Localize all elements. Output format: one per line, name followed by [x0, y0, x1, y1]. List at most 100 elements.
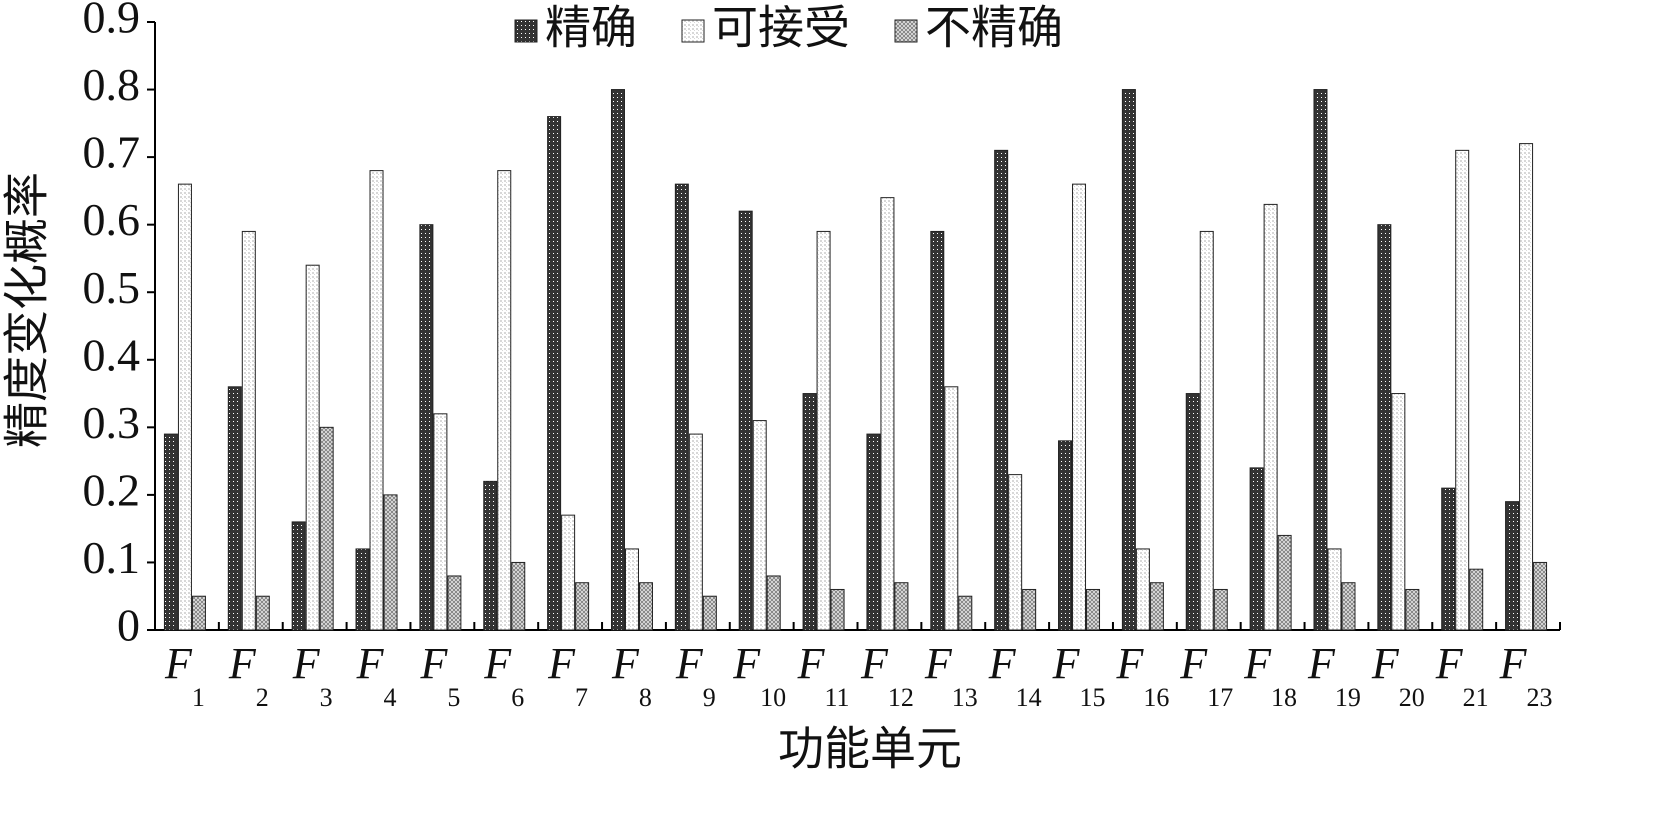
bar: [163, 433, 178, 631]
x-tick-label: F14: [988, 639, 1042, 712]
bar: [688, 433, 703, 631]
x-tick-label: F18: [1243, 639, 1297, 712]
legend-swatch: [894, 19, 918, 43]
x-tick-label: F6: [483, 639, 524, 712]
bar: [638, 582, 653, 631]
x-tick-label: F17: [1179, 639, 1233, 712]
bar: [1185, 393, 1200, 631]
bar: [575, 582, 590, 631]
bar: [305, 264, 320, 631]
bar: [1022, 588, 1037, 631]
bar: [547, 116, 562, 631]
y-axis-label: 精度变化概率: [0, 172, 54, 448]
bar: [944, 386, 959, 631]
bar: [1377, 224, 1392, 631]
bar: [1213, 588, 1228, 631]
bar: [241, 230, 256, 631]
x-tick-label: F13: [924, 639, 978, 712]
x-tick-label: F1: [164, 639, 205, 712]
x-tick-label: F4: [356, 639, 397, 712]
y-tick-label: 0.3: [83, 397, 141, 448]
bar: [227, 386, 242, 631]
x-tick-label: F12: [860, 639, 914, 712]
bar: [1519, 143, 1534, 631]
bar: [880, 197, 895, 631]
bar: [1313, 89, 1328, 631]
bar: [255, 595, 270, 631]
bar: [1469, 568, 1484, 631]
bar: [1008, 474, 1023, 631]
x-tick-label: F7: [547, 639, 588, 712]
bar: [1533, 561, 1548, 631]
y-tick-label: 0: [117, 600, 140, 651]
bar: [866, 433, 881, 631]
bar: [1121, 89, 1136, 631]
bar: [1199, 230, 1214, 631]
bar: [561, 514, 576, 631]
bar: [1086, 588, 1101, 631]
x-tick-label: F2: [228, 639, 269, 712]
bar: [319, 426, 334, 631]
y-tick-label: 0.4: [83, 329, 141, 380]
bar: [1327, 548, 1342, 631]
bar: [291, 521, 306, 631]
bar: [1391, 393, 1406, 631]
bar: [355, 548, 370, 631]
bar: [369, 170, 384, 631]
x-tick-label: F16: [1115, 639, 1169, 712]
y-tick-label: 0.8: [83, 59, 141, 110]
x-tick-label: F15: [1052, 639, 1106, 712]
bar: [738, 210, 753, 631]
x-tick-label: F10: [732, 639, 786, 712]
legend-label: 精确: [545, 1, 637, 55]
y-tick-label: 0.5: [83, 262, 141, 313]
x-tick-label: F3: [292, 639, 333, 712]
bar: [1505, 501, 1520, 631]
bar: [1058, 440, 1073, 631]
x-tick-label: F21: [1435, 639, 1489, 712]
bar: [752, 420, 767, 631]
bar: [419, 224, 434, 631]
legend-label: 可接受: [712, 1, 850, 55]
bar: [383, 494, 398, 631]
bar: [674, 183, 689, 631]
bar: [702, 595, 717, 631]
bar: [930, 230, 945, 631]
bar: [1149, 582, 1164, 631]
x-tick-label: F5: [419, 639, 460, 712]
bar: [1405, 588, 1420, 631]
x-axis-label: 功能单元: [778, 722, 962, 776]
bar: [1249, 467, 1264, 631]
bar: [830, 588, 845, 631]
x-tick-label: F20: [1371, 639, 1425, 712]
bar: [511, 561, 526, 631]
y-tick-label: 0.2: [83, 464, 141, 515]
bar: [1455, 149, 1470, 631]
legend-swatch: [681, 19, 705, 43]
bar: [177, 183, 192, 631]
bar: [483, 480, 498, 631]
bar: [497, 170, 512, 631]
bar: [958, 595, 973, 631]
bar: [994, 149, 1009, 631]
x-tick-label: F8: [611, 639, 652, 712]
bar: [447, 575, 462, 631]
x-tick-label: F11: [797, 639, 850, 712]
legend-swatch: [514, 19, 538, 43]
bar: [191, 595, 206, 631]
bar: [610, 89, 625, 631]
x-tick-label: F23: [1499, 639, 1553, 712]
bar: [766, 575, 781, 631]
legend-label: 不精确: [925, 1, 1063, 55]
bar: [1341, 582, 1356, 631]
bar: [894, 582, 909, 631]
bar: [1277, 534, 1292, 631]
x-tick-label: F19: [1307, 639, 1361, 712]
y-tick-label: 0.9: [83, 0, 141, 43]
y-tick-label: 0.7: [83, 127, 141, 178]
bar: [433, 413, 448, 631]
bar: [1072, 183, 1087, 631]
x-tick-label: F9: [675, 639, 716, 712]
y-tick-label: 0.6: [83, 194, 141, 245]
